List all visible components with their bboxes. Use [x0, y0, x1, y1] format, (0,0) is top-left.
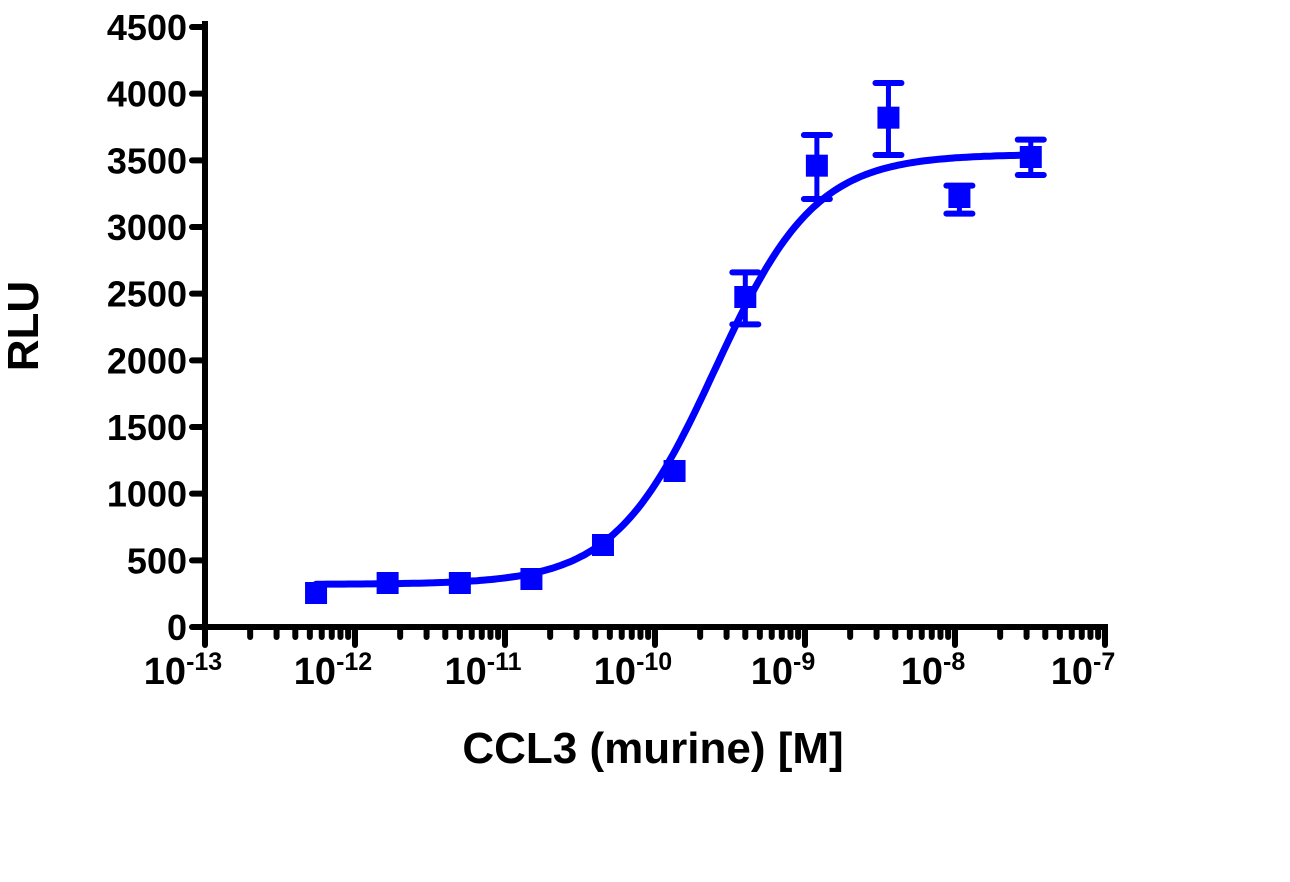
- y-tick-label: 1500: [107, 407, 187, 448]
- y-axis-label: RLU: [0, 281, 48, 371]
- x-tick-label: 10-10: [594, 648, 672, 693]
- data-point: [663, 460, 686, 482]
- data-point: [520, 568, 543, 590]
- x-tick-label: 10-12: [294, 648, 372, 693]
- y-tick-label: 500: [127, 540, 187, 581]
- y-tick-label: 1000: [107, 474, 187, 515]
- axes: [202, 21, 1108, 630]
- data-points: [305, 80, 1047, 604]
- y-tick-label: 2000: [107, 340, 187, 381]
- fit-curve-group: [312, 151, 1035, 588]
- y-tick-label: 4500: [107, 7, 187, 48]
- y-tick-label: 4000: [107, 74, 187, 115]
- data-point: [734, 286, 757, 308]
- fit-curve: [312, 151, 1035, 588]
- ticks: 0 500 1000 1500 2000 2500 3000 3500 4000 4500 10-1…: [107, 7, 1115, 693]
- x-tick-label: 10-13: [144, 648, 222, 693]
- data-point: [305, 582, 328, 604]
- x-tick-label: 10-11: [444, 648, 521, 693]
- y-tick-label: 3000: [107, 207, 187, 248]
- data-point: [877, 106, 900, 129]
- x-tick-label: 10-7: [1051, 648, 1116, 693]
- data-point: [805, 154, 828, 177]
- y-tick-label: 2500: [107, 274, 187, 315]
- data-point: [448, 572, 471, 594]
- y-tick-label: 3500: [107, 140, 187, 181]
- data-point: [1019, 146, 1042, 168]
- data-point: [376, 572, 399, 594]
- x-tick-label: 10-9: [751, 648, 816, 693]
- data-point: [948, 186, 971, 208]
- y-tick-label: 0: [167, 607, 187, 648]
- x-axis-label: CCL3 (murine) [M]: [462, 724, 843, 773]
- x-tick-label: 10-8: [901, 648, 966, 693]
- data-point: [591, 534, 614, 556]
